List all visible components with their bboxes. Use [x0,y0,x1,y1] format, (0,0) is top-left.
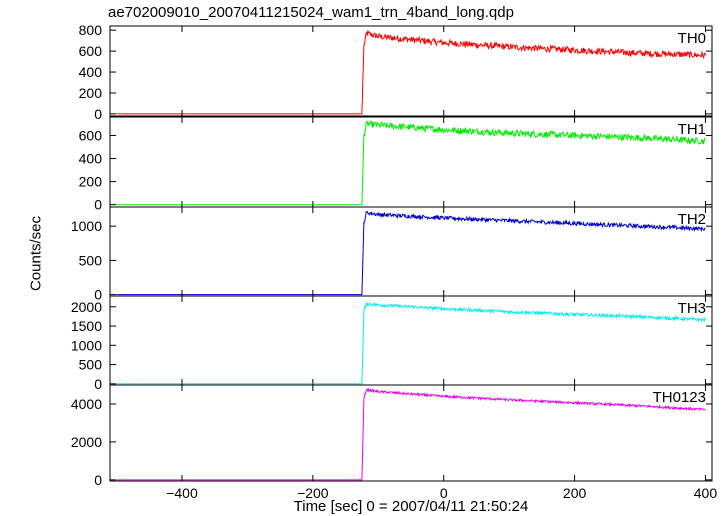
y-tick-label: 0 [94,376,102,392]
panel-frame-th3 [109,295,713,386]
series-line-th0 [116,29,706,115]
y-tick-label: 600 [79,127,103,143]
series-line-th0123 [116,387,706,481]
y-tick-label: 200 [79,174,103,190]
series-label-th3: TH3 [678,300,706,317]
series-line-th3 [116,301,706,385]
x-tick-label: −400 [166,485,198,501]
x-tick-label: −200 [297,485,329,501]
chart-title: ae702009010_20070411215024_wam1_trn_4ban… [108,4,514,21]
x-axis-label: Time [sec] 0 = 2007/04/11 21:50:24 [293,498,529,515]
y-tick-label: 4000 [71,396,102,412]
y-tick-label: 0 [94,287,102,303]
series-line-th2 [116,211,706,296]
y-tick-label: 2000 [71,434,102,450]
y-tick-label: 600 [79,43,103,59]
series-label-th2: TH2 [678,211,706,228]
x-tick-label: 400 [694,485,718,501]
y-tick-label: 400 [79,151,103,167]
x-tick-label: 200 [563,485,587,501]
x-tick-label: 0 [440,485,448,501]
series-line-th1 [116,120,706,206]
series-label-th0: TH0 [678,30,706,47]
y-tick-label: 500 [79,357,103,373]
panel-frame-th0 [109,25,713,117]
y-tick-label: 400 [79,64,103,80]
panel-frame-th0123 [109,384,713,482]
series-label-th1: TH1 [678,121,706,138]
panel-frame-th2 [109,206,713,297]
y-tick-label: 0 [94,472,102,488]
y-tick-label: 1000 [71,337,102,353]
y-tick-label: 200 [79,85,103,101]
y-tick-label: 800 [79,22,103,38]
y-tick-label: 2000 [71,299,102,315]
y-tick-label: 1000 [71,218,102,234]
panel-frame-th1 [109,116,713,208]
y-tick-label: 0 [94,197,102,213]
y-tick-label: 0 [94,106,102,122]
series-label-th0123: TH0123 [653,389,706,406]
y-tick-label: 500 [79,252,103,268]
y-tick-label: 1500 [71,318,102,334]
